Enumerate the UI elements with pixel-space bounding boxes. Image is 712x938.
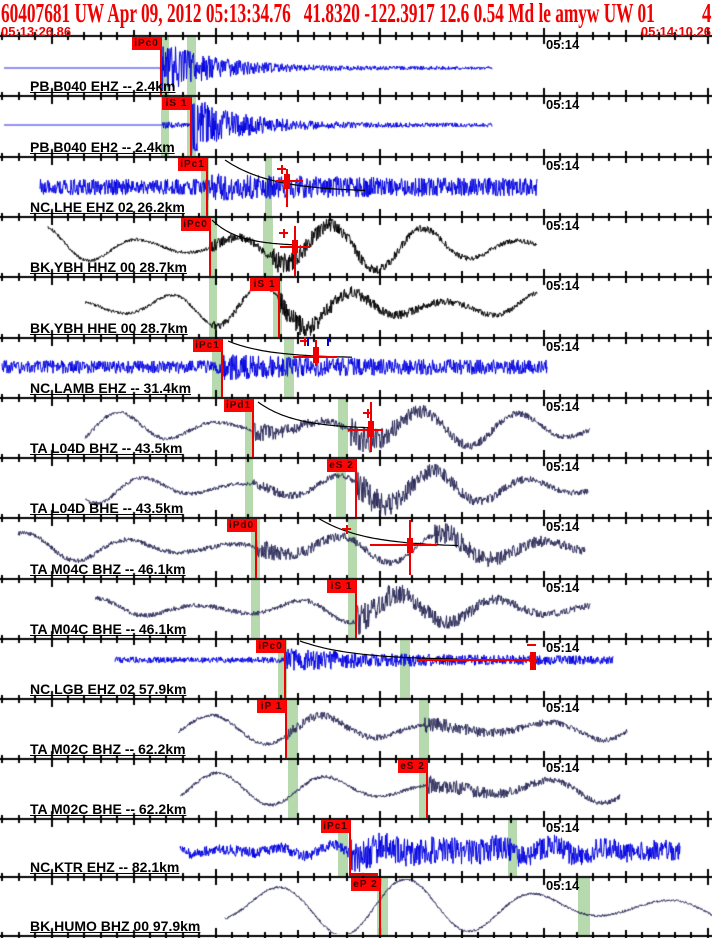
phase-pick-flag[interactable]: eS 2 <box>398 760 427 773</box>
coda-duration-tick[interactable] <box>307 337 309 346</box>
phase-pick-line[interactable] <box>190 97 192 156</box>
phase-pick-flag[interactable]: eS 2 <box>327 459 356 472</box>
coda-decay-curve <box>224 159 366 191</box>
phase-pick-line[interactable] <box>355 580 357 638</box>
amplitude-pick-bar <box>313 347 319 363</box>
phase-pick-line[interactable] <box>221 339 223 397</box>
time-window: 05:13:26.86 05:14:10.26 <box>0 24 712 39</box>
coda-decay-curve <box>257 401 369 429</box>
window-end-time: 05:14:10.26 <box>640 24 711 39</box>
amplitude-pick-dash <box>304 337 306 346</box>
window-start-time: 05:13:26.86 <box>1 24 72 39</box>
amplitude-pick-bar <box>530 652 536 670</box>
phase-pick-line[interactable] <box>209 218 211 276</box>
event-header: 60407681 UW Apr 09, 2012 05:13:34.76 41.… <box>0 0 712 39</box>
phase-pick-line[interactable] <box>255 519 257 578</box>
phase-pick-line[interactable] <box>252 399 254 457</box>
event-summary-text: 60407681 UW Apr 09, 2012 05:13:34.76 41.… <box>1 0 655 28</box>
phase-pick-line[interactable] <box>160 37 162 95</box>
phase-pick-line[interactable] <box>426 760 428 818</box>
phase-pick-line[interactable] <box>206 158 208 216</box>
amplitude-pick-hline <box>417 659 537 661</box>
phase-pick-flag[interactable]: eP 2 <box>351 878 380 891</box>
phase-pick-flag[interactable]: iPc0 <box>181 218 210 231</box>
amplitude-pick-dash <box>283 229 285 238</box>
phase-pick-line[interactable] <box>278 278 280 337</box>
phase-pick-flag[interactable]: iPc1 <box>178 158 207 171</box>
amplitude-pick-bar <box>407 538 413 553</box>
coda-decay-curve <box>211 219 293 246</box>
phase-pick-line[interactable] <box>379 878 381 935</box>
phase-pick-flag[interactable]: iPc0 <box>256 640 285 653</box>
phase-pick-line[interactable] <box>349 820 351 876</box>
phase-pick-flag[interactable]: iPc1 <box>321 820 350 833</box>
phase-pick-flag[interactable]: iP 1 <box>257 700 286 713</box>
amplitude-pick-dash <box>346 525 348 534</box>
amplitude-pick-hline <box>370 544 437 546</box>
phase-pick-line[interactable] <box>285 700 287 758</box>
amplitude-pick-dash <box>367 409 369 418</box>
header-right-number: 4 <box>701 0 711 28</box>
phase-pick-line[interactable] <box>284 640 286 698</box>
phase-pick-flag[interactable]: iS 1 <box>327 580 356 593</box>
phase-pick-flag[interactable]: iS 1 <box>162 97 191 110</box>
phase-pick-flag[interactable]: iS 1 <box>250 278 279 291</box>
phase-pick-line[interactable] <box>355 459 357 517</box>
amplitude-pick-bar <box>292 240 298 253</box>
amplitude-pick-bar <box>284 174 290 189</box>
coda-duration-tick[interactable] <box>327 337 329 346</box>
phase-pick-flag[interactable]: iPd0 <box>227 519 256 532</box>
baseline-duration-mark <box>350 873 378 876</box>
amplitude-pick-bar <box>368 421 374 437</box>
amplitude-pick-dash <box>281 165 283 174</box>
phase-pick-flag[interactable]: iPc1 <box>193 339 222 352</box>
phase-pick-flag[interactable]: iPc0 <box>132 37 161 50</box>
amplitude-pick-dash <box>527 644 536 646</box>
coda-decay-curve <box>299 640 459 660</box>
amplitude-pick-hline <box>348 429 383 431</box>
phase-pick-flag[interactable]: iPd1 <box>224 399 253 412</box>
